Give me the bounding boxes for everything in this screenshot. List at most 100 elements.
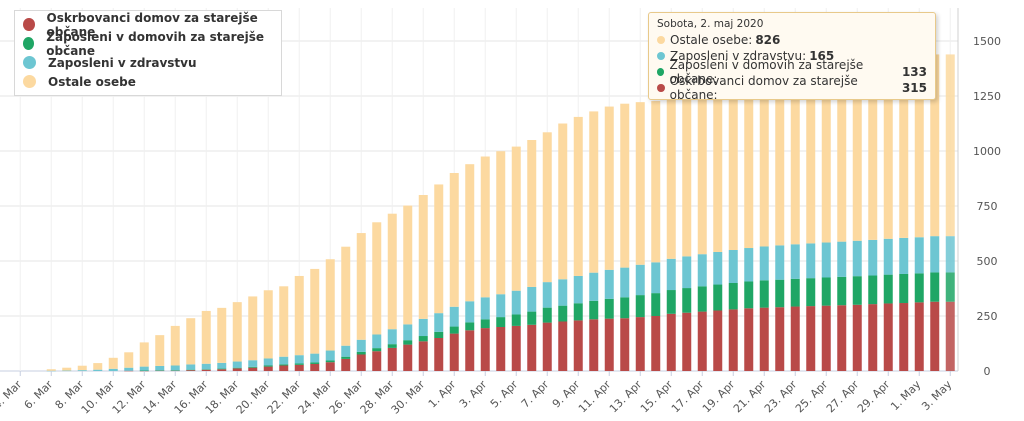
legend-item-others[interactable]: Ostale osebe — [15, 72, 281, 91]
legend-swatch-residents — [23, 18, 35, 31]
bar-segment — [310, 362, 320, 364]
bar-segment — [620, 267, 630, 298]
bar-segment — [93, 363, 103, 370]
bar-segment — [620, 103, 630, 268]
bar-segment — [573, 303, 583, 321]
bar-segment — [77, 365, 87, 371]
bar-segment — [139, 370, 149, 372]
tooltip-label-residents: Oskrbovanci domov za starejše občane: — [669, 74, 858, 102]
bar-segment — [294, 364, 304, 371]
tooltip-title: Sobota, 2. maj 2020 — [657, 18, 764, 30]
bar-stacks[interactable] — [46, 54, 955, 372]
bar-segment — [511, 146, 521, 291]
y-tick-label: 750 — [977, 200, 998, 213]
bar-segment — [480, 328, 490, 371]
bar-segment — [651, 101, 661, 263]
bar-segment — [279, 286, 289, 357]
bar-segment — [186, 318, 196, 365]
tooltip-dot-care-home-staff — [657, 68, 665, 76]
bar-segment — [852, 276, 862, 305]
bar-segment — [62, 367, 72, 371]
bar-segment — [682, 288, 692, 313]
bar-segment — [573, 116, 583, 276]
bar-segment — [759, 246, 769, 281]
x-tick-label: 21. Apr — [731, 378, 769, 416]
bar-segment — [170, 365, 180, 371]
bar-segment — [682, 92, 692, 257]
bar-segment — [542, 132, 552, 283]
bar-segment — [341, 246, 351, 346]
bar-segment — [666, 258, 676, 291]
bar-segment — [806, 243, 816, 279]
y-tick-label: 250 — [977, 310, 998, 323]
bar-segment — [403, 324, 413, 341]
bar-segment — [806, 306, 816, 371]
bar-segment — [821, 66, 831, 243]
bar-segment — [837, 305, 847, 371]
bar-segment — [511, 290, 521, 315]
x-tick-label: 25. Apr — [793, 378, 831, 416]
tooltip-dot-health-workers — [657, 52, 665, 60]
bar-segment — [248, 367, 258, 371]
bar-segment — [651, 316, 661, 371]
bar-segment — [201, 310, 211, 364]
bar-segment — [124, 367, 134, 371]
chart-legend[interactable]: Oskrbovanci domov za starejše občane Zap… — [14, 10, 282, 96]
bar-segment — [418, 195, 428, 319]
bar-segment — [248, 296, 258, 361]
tooltip-label-others: Ostale osebe: — [670, 33, 753, 47]
bar-segment — [527, 140, 537, 287]
bar-segment — [775, 245, 785, 280]
bar-segment — [806, 68, 816, 244]
bar-segment — [775, 307, 785, 371]
bar-segment — [356, 351, 366, 355]
bar-segment — [899, 57, 909, 238]
bar-segment — [790, 244, 800, 279]
tooltip-row-care-home-staff: Zaposleni v domovih za starejše občane: … — [657, 58, 927, 86]
bar-segment — [883, 274, 893, 304]
bar-segment — [744, 281, 754, 309]
bar-segment — [434, 313, 444, 332]
bar-segment — [852, 240, 862, 277]
bar-segment — [155, 335, 165, 366]
bar-segment — [496, 151, 506, 295]
bar-segment — [899, 303, 909, 371]
x-tick-label: 4. Mar — [0, 378, 25, 412]
chart-tooltip: Sobota, 2. maj 2020 Ostale osebe: 826 Za… — [648, 12, 936, 102]
tooltip-dot-residents — [657, 84, 665, 92]
tooltip-value-others: 826 — [755, 33, 781, 47]
bar-segment — [263, 358, 273, 366]
bar-segment — [914, 302, 924, 371]
bar-segment — [930, 301, 940, 371]
y-tick-label: 500 — [977, 255, 998, 268]
tooltip-value-residents: 315 — [901, 81, 927, 95]
bar-segment — [697, 90, 707, 255]
bar-segment — [480, 297, 490, 320]
bar-segment — [635, 317, 645, 371]
bar-segment — [759, 76, 769, 247]
bar-segment — [217, 362, 227, 369]
bar-segment — [108, 357, 118, 369]
bar-segment — [666, 96, 676, 259]
bar-segment — [852, 62, 862, 241]
bar-segment — [496, 327, 506, 371]
bar-segment — [217, 307, 227, 363]
bar-segment — [263, 366, 273, 371]
bar-segment — [930, 54, 940, 237]
bar-segment — [387, 344, 397, 348]
bar-segment — [914, 273, 924, 303]
legend-item-residents[interactable]: Oskrbovanci domov za starejše občane — [15, 11, 281, 39]
bar-segment — [294, 363, 304, 365]
legend-item-care-home-staff[interactable]: Zaposleni v domovih za starejše občane — [15, 30, 281, 58]
bar-segment — [511, 325, 521, 371]
bar-segment — [387, 347, 397, 371]
legend-label-residents: Oskrbovanci domov za starejše občane — [46, 10, 258, 39]
legend-item-health-workers[interactable]: Zaposleni v zdravstvu — [15, 53, 281, 72]
y-tick-label: 1000 — [973, 145, 1001, 158]
x-tick-label: 23. Apr — [762, 378, 800, 416]
bar-segment — [589, 272, 599, 301]
bar-segment — [232, 368, 242, 371]
bar-segment — [356, 233, 366, 340]
bar-segment — [449, 333, 459, 371]
